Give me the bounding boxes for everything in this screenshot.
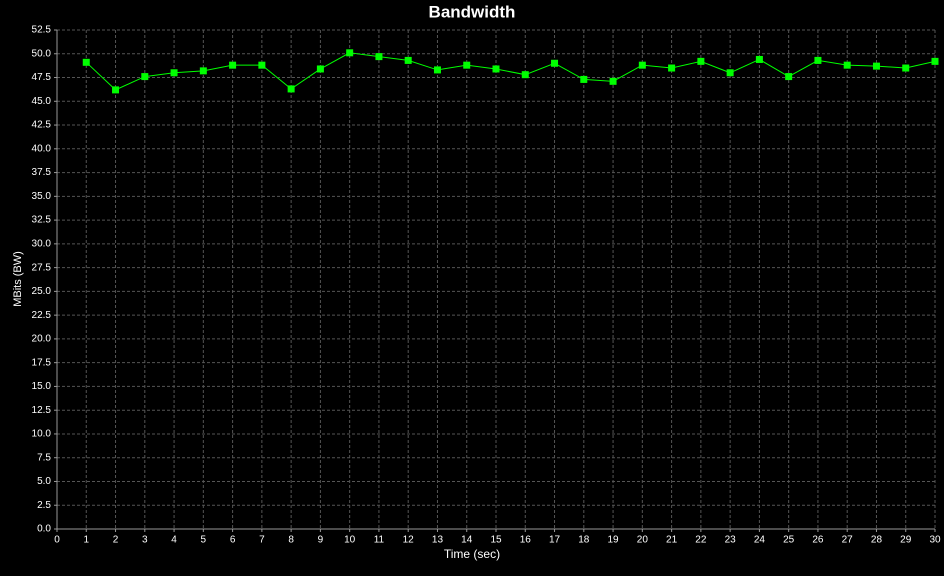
x-tick-label: 11 xyxy=(374,535,385,546)
marker xyxy=(726,69,734,77)
y-tick-label: 30.0 xyxy=(32,238,52,249)
x-tick-label: 9 xyxy=(318,535,324,546)
x-tick-label: 25 xyxy=(783,535,795,546)
marker xyxy=(82,58,90,66)
y-tick-label: 52.5 xyxy=(32,25,52,36)
y-tick-label: 5.0 xyxy=(37,476,51,487)
y-tick-label: 7.5 xyxy=(37,452,51,463)
y-tick-label: 25.0 xyxy=(32,286,52,297)
x-tick-label: 24 xyxy=(754,535,766,546)
x-tick-label: 7 xyxy=(259,535,265,546)
marker xyxy=(112,86,120,94)
line xyxy=(85,52,936,91)
y-axis-label: MBits (BW) xyxy=(12,251,24,307)
y-tick-label: 20.0 xyxy=(32,334,52,345)
x-tick-label: 22 xyxy=(695,535,707,546)
marker xyxy=(258,61,266,69)
marker xyxy=(668,64,676,72)
x-tick-label: 15 xyxy=(490,535,502,546)
marker xyxy=(697,57,705,65)
marker xyxy=(551,59,559,67)
marker xyxy=(872,62,880,70)
y-tick-label: 42.5 xyxy=(32,120,52,131)
x-tick-label: 2 xyxy=(113,535,119,546)
y-tick-label: 27.5 xyxy=(32,262,52,273)
chart-title: Bandwidth xyxy=(429,2,516,21)
marker xyxy=(609,77,617,85)
y-tick-label: 10.0 xyxy=(32,429,52,440)
y-tick-label: 45.0 xyxy=(32,96,52,107)
x-tick-label: 13 xyxy=(432,535,444,546)
y-tick-label: 37.5 xyxy=(32,167,52,178)
x-tick-label: 26 xyxy=(812,535,824,546)
x-tick-label: 1 xyxy=(83,535,89,546)
marker xyxy=(463,61,471,69)
x-tick-label: 21 xyxy=(666,535,678,546)
x-tick-label: 10 xyxy=(344,535,356,546)
marker xyxy=(902,64,910,72)
marker xyxy=(199,67,207,75)
y-tick-label: 15.0 xyxy=(32,381,52,392)
y-tick-label: 32.5 xyxy=(32,215,52,226)
x-tick-label: 19 xyxy=(608,535,620,546)
marker xyxy=(316,65,324,73)
marker xyxy=(170,69,178,77)
x-axis-label: Time (sec) xyxy=(444,547,500,561)
y-tick-label: 40.0 xyxy=(32,143,52,154)
marker xyxy=(346,49,354,57)
y-tick-label: 12.5 xyxy=(32,405,52,416)
marker xyxy=(375,53,383,61)
x-tick-label: 27 xyxy=(842,535,854,546)
marker xyxy=(492,65,500,73)
x-tick-label: 0 xyxy=(54,535,60,546)
x-tick-label: 18 xyxy=(578,535,590,546)
marker xyxy=(433,66,441,74)
y-tick-label: 17.5 xyxy=(32,357,52,368)
x-tick-label: 3 xyxy=(142,535,148,546)
x-tick-label: 16 xyxy=(520,535,532,546)
y-tick-label: 0.0 xyxy=(37,524,51,535)
y-tick-label: 47.5 xyxy=(32,72,52,83)
x-tick-label: 6 xyxy=(230,535,236,546)
x-tick-label: 29 xyxy=(900,535,912,546)
marker xyxy=(141,73,149,81)
marker xyxy=(229,61,237,69)
x-tick-label: 30 xyxy=(929,535,941,546)
x-tick-label: 23 xyxy=(725,535,737,546)
x-tick-label: 20 xyxy=(637,535,649,546)
y-tick-label: 2.5 xyxy=(37,500,51,511)
marker xyxy=(580,75,588,83)
y-tick-label: 35.0 xyxy=(32,191,52,202)
x-tick-label: 4 xyxy=(171,535,177,546)
x-tick-label: 12 xyxy=(403,535,415,546)
marker xyxy=(755,55,763,63)
marker xyxy=(638,61,646,69)
marker xyxy=(843,61,851,69)
marker xyxy=(785,73,793,81)
marker xyxy=(931,57,939,65)
x-tick-label: 17 xyxy=(549,535,561,546)
x-tick-label: 8 xyxy=(288,535,294,546)
x-tick-label: 5 xyxy=(201,535,207,546)
marker xyxy=(287,85,295,93)
y-tick-label: 50.0 xyxy=(32,48,52,59)
x-tick-label: 28 xyxy=(871,535,883,546)
marker xyxy=(404,56,412,64)
marker xyxy=(521,71,529,79)
y-tick-label: 22.5 xyxy=(32,310,52,321)
x-tick-label: 14 xyxy=(461,535,473,546)
marker xyxy=(814,56,822,64)
